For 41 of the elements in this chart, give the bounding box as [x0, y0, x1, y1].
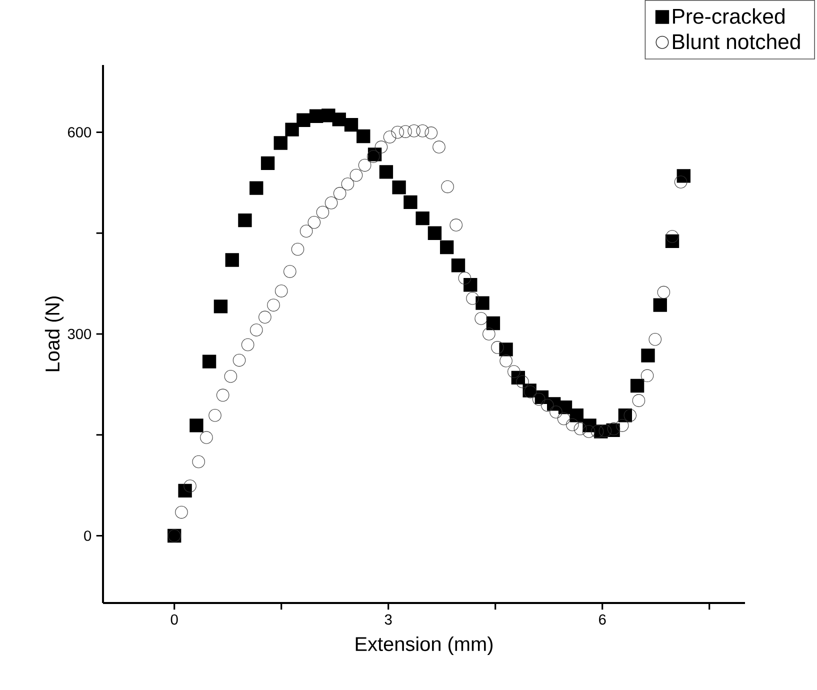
point [451, 258, 466, 272]
x-tick-label: 6 [599, 614, 606, 625]
y-tick-label: 0 [84, 530, 92, 541]
point [486, 316, 500, 330]
point [332, 112, 346, 126]
point [570, 408, 584, 422]
point [202, 354, 216, 368]
point [260, 156, 275, 170]
x-axis-title: Extension (mm) [356, 636, 492, 656]
point [428, 226, 442, 240]
point [665, 234, 680, 248]
point [379, 165, 394, 179]
point [499, 342, 513, 356]
point [356, 129, 370, 144]
point [250, 181, 264, 195]
point [641, 348, 655, 362]
point [392, 180, 406, 194]
point [225, 253, 239, 267]
point [178, 484, 192, 498]
point [296, 113, 310, 127]
legend-label: Blunt notched [673, 34, 800, 50]
point [274, 136, 288, 150]
point [476, 296, 490, 310]
point [404, 195, 418, 210]
point [630, 378, 644, 393]
point [416, 211, 430, 226]
point [214, 300, 228, 314]
point [285, 122, 299, 136]
point [440, 240, 454, 254]
legend-label: Pre-cracked [673, 8, 784, 24]
y-tick-label: 300 [68, 328, 92, 340]
point [676, 169, 690, 183]
y-axis-title: Load (N) [44, 296, 64, 372]
point [238, 213, 252, 228]
x-tick-label: 0 [170, 614, 178, 625]
x-tick-label: 3 [384, 614, 392, 625]
point [344, 118, 358, 132]
y-tick-label: 600 [68, 127, 92, 138]
point [464, 278, 478, 292]
point [653, 298, 667, 312]
point [190, 418, 204, 432]
